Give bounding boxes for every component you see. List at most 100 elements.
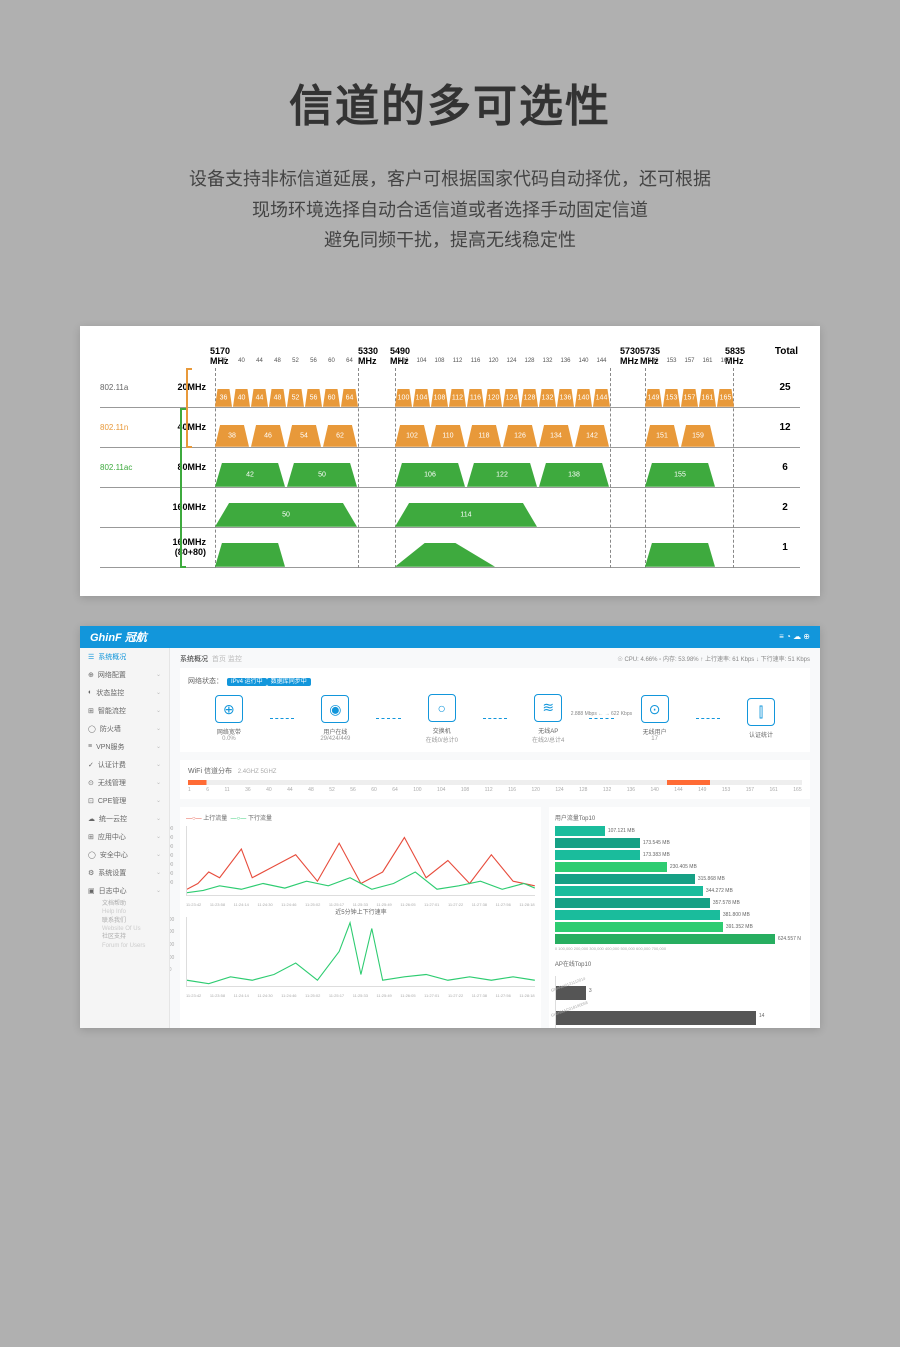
status-icon-item[interactable]: ○交换机在线0/总计0 [401,694,483,744]
sidebar-sub-link[interactable]: 社区支持Forum for Users [80,933,169,950]
freq-marker: 5730MHz [620,346,640,366]
channel-trapezoid: 155 [645,463,715,487]
sidebar-sub-link[interactable]: 文档帮助Help Info [80,900,169,917]
sidebar-label: 智能流控 [98,706,126,716]
top10-bar: 624.557 N [555,934,804,944]
wifi-channel-bar [188,780,802,785]
row-total: 1 [770,542,800,553]
sidebar-label: 系统设置 [98,868,126,878]
sidebar-item[interactable]: ⊞应用中心⌄ [80,828,169,846]
status-icon-item[interactable]: ◉用户在线29/424/449 [294,695,376,742]
status-icon-item[interactable]: ≋无线AP在线2/总计4 [507,694,589,744]
sidebar-item[interactable]: ◐状态监控⌄ [80,684,169,702]
hero-line1: 设备支持非标信道延展，客户可根据国家代码自动择优，还可根据 [60,164,840,195]
channel-trapezoid: 56 [305,389,322,407]
top10-bar: 107.121 MB [555,826,804,836]
channel-trapezoid: 149 [645,389,662,407]
hero-line3: 避免同频干扰，提高无线稳定性 [60,225,840,256]
channel-chart-panel: Total 5170MHz5330MHz5490MHz5730MHz5735MH… [80,326,820,596]
sidebar-icon: ◯ [88,725,96,733]
sidebar-label: 防火墙 [100,724,121,734]
hero-line2: 现场环境选择自动合适信道或者选择手动固定信道 [60,195,840,226]
top10-bar-chart: 107.121 MB 173.545 MB 173.383 MB 230.405 MB… [555,826,804,944]
channel-trapezoid: 112 [449,389,466,407]
channel-trapezoid: 50 [287,463,357,487]
rate-line-chart: 近5分钟上下行速率 25,00020,00015,00010,0005,0000 [186,917,535,987]
sidebar-item[interactable]: ✓认证计费⌄ [80,756,169,774]
sidebar-item[interactable]: ⊙无线管理⌄ [80,774,169,792]
channel-trapezoid: 110 [431,425,465,447]
hero-title: 信道的多可选性 [60,70,840,134]
ap-bar [556,1011,756,1025]
wifi-dist-label: WiFi 信道分布 [188,768,232,775]
sidebar-item[interactable]: ⊕网络配置⌄ [80,666,169,684]
sidebar-label: CPE管理 [98,796,126,806]
wifi-tabs[interactable]: 2.4GHZ 5GHZ [238,769,277,775]
channel-trapezoid: 151 [645,425,679,447]
channel-trapezoid: 128 [521,389,538,407]
channel-trapezoid: 153 [663,389,680,407]
row-total: 6 [770,462,800,473]
sidebar-item[interactable]: ◯安全中心⌄ [80,846,169,864]
top10-bar: 381.800 MB [555,910,804,920]
channel-trapezoid: 144 [593,389,610,407]
header-icons[interactable]: ≡ ◔ ☁ ⊕ [779,632,810,641]
ap-top10-title: AP在线Top10 [555,959,804,968]
channel-trapezoid: 157 [681,389,698,407]
status-icon-item[interactable]: ⊙无线用户17 [614,695,696,742]
channel-trapezoid: 46 [251,425,285,447]
top10-bar: 344.272 MB [555,886,804,896]
sidebar-item[interactable]: ☰系统概况 [80,648,169,666]
sidebar-icon: ◯ [88,851,96,859]
status-icon-item[interactable]: ⫿认证统计 [720,698,802,739]
row-total: 2 [770,502,800,513]
top10-xticks: 0 100,000 200,000 300,000 400,000 500,00… [555,946,804,951]
sidebar-icon: ☁ [88,815,95,823]
sidebar-label: 认证计费 [98,760,126,770]
status-icon-item[interactable]: ⊕网络宽带0.0% [188,695,270,742]
row-total: 25 [770,382,800,393]
sidebar-sub-link[interactable]: 联系我们Website Of Us [80,917,169,934]
top10-title: 用户流量Top10 [555,813,804,822]
channel-trapezoid [645,543,715,567]
bandwidth-label: 20MHz [155,382,210,392]
status-icon: ○ [428,694,456,722]
top10-bar: 230.405 MB [555,862,804,872]
sidebar-item[interactable]: ≡VPN服务⌄ [80,738,169,756]
breadcrumb: 系统概况 [180,656,208,663]
sidebar-icon: ⊕ [88,671,94,679]
channel-trapezoid: 38 [215,425,249,447]
channel-trapezoid: 138 [539,463,609,487]
channel-trapezoid [395,543,495,567]
sidebar: ☰系统概况⊕网络配置⌄◐状态监控⌄⊞智能流控⌄◯防火墙⌄≡VPN服务⌄✓认证计费… [80,648,170,1028]
top10-bar: 173.545 MB [555,838,804,848]
sidebar-item[interactable]: ▣日志中心⌄ [80,882,169,900]
sidebar-label: VPN服务 [96,742,124,752]
status-icon: ≋ [534,694,562,722]
main-content: 系统概况 首页 监控 ☉ CPU: 4.66% ▫ 内存: 53.98% ↑ 上… [170,648,820,1028]
channel-trapezoid: 108 [431,389,448,407]
channel-trapezoid [215,543,285,567]
brand-logo: GhinF 冠航 [90,629,147,645]
sidebar-label: 日志中心 [99,886,127,896]
sidebar-item[interactable]: ⚙系统设置⌄ [80,864,169,882]
channel-trapezoid: 134 [539,425,573,447]
channel-trapezoid: 122 [467,463,537,487]
status-icon: ⊙ [641,695,669,723]
sidebar-item[interactable]: ⊞智能流控⌄ [80,702,169,720]
sidebar-label: 网络配置 [98,670,126,680]
sidebar-item[interactable]: ☁统一云控⌄ [80,810,169,828]
channel-trapezoid: 161 [699,389,716,407]
channel-trapezoid: 142 [575,425,609,447]
channel-trapezoid: 104 [413,389,430,407]
sidebar-item[interactable]: ◯防火墙⌄ [80,720,169,738]
dashboard-panel: GhinF 冠航 ≡ ◔ ☁ ⊕ ☰系统概况⊕网络配置⌄◐状态监控⌄⊞智能流控⌄… [80,626,820,1028]
status-metrics: ☉ CPU: 4.66% ▫ 内存: 53.98% ↑ 上行速率: 61 Kbp… [617,654,810,664]
channel-trapezoid: 100 [395,389,412,407]
status-icon: ⊕ [215,695,243,723]
top10-bar: 173.383 MB [555,850,804,860]
sidebar-item[interactable]: ⊡CPE管理⌄ [80,792,169,810]
channel-row: 802.11ac80MHz42501061221381556 [100,448,800,488]
channel-trapezoid: 54 [287,425,321,447]
dashboard-header: GhinF 冠航 ≡ ◔ ☁ ⊕ [80,626,820,648]
